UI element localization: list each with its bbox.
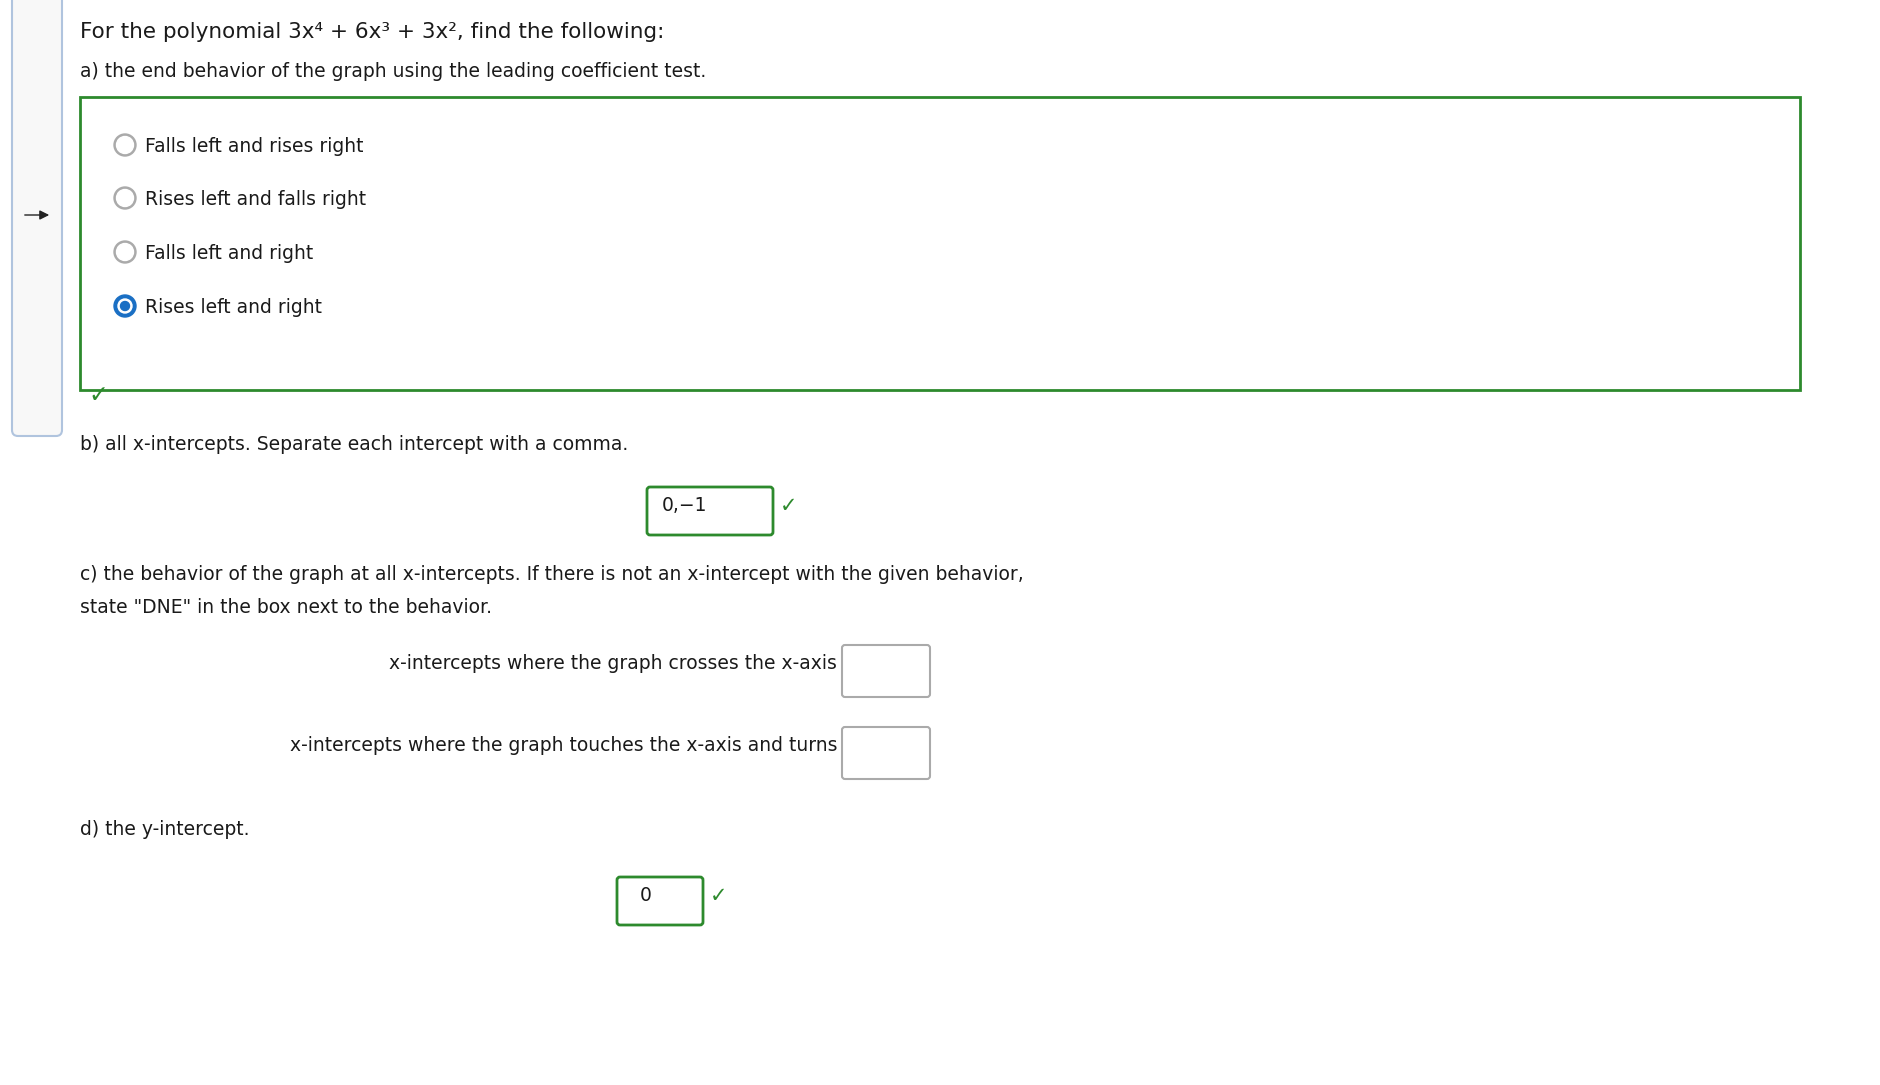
FancyBboxPatch shape xyxy=(842,727,929,779)
Text: For the polynomial 3x⁴ + 6x³ + 3x², find the following:: For the polynomial 3x⁴ + 6x³ + 3x², find… xyxy=(81,22,664,42)
Circle shape xyxy=(115,241,135,263)
Text: Rises left and right: Rises left and right xyxy=(145,298,321,317)
Text: x-intercepts where the graph crosses the x-axis: x-intercepts where the graph crosses the… xyxy=(389,654,837,673)
Circle shape xyxy=(115,135,135,156)
Text: b) all x-intercepts. Separate each intercept with a comma.: b) all x-intercepts. Separate each inter… xyxy=(81,435,628,454)
Text: Falls left and rises right: Falls left and rises right xyxy=(145,137,363,156)
Circle shape xyxy=(117,137,133,153)
Text: Rises left and falls right: Rises left and falls right xyxy=(145,190,367,209)
FancyBboxPatch shape xyxy=(81,97,1799,390)
Text: 0: 0 xyxy=(639,886,652,905)
FancyBboxPatch shape xyxy=(647,487,773,535)
FancyBboxPatch shape xyxy=(842,644,929,697)
Text: Falls left and right: Falls left and right xyxy=(145,244,314,263)
Circle shape xyxy=(115,187,135,209)
Circle shape xyxy=(117,243,133,260)
FancyBboxPatch shape xyxy=(11,0,62,436)
Circle shape xyxy=(117,190,133,206)
Text: d) the y-intercept.: d) the y-intercept. xyxy=(81,820,250,839)
Text: ✓: ✓ xyxy=(780,496,797,516)
Circle shape xyxy=(120,302,130,310)
Text: 0,−1: 0,−1 xyxy=(662,496,707,515)
Text: ✓: ✓ xyxy=(709,886,728,906)
Text: c) the behavior of the graph at all x-intercepts. If there is not an x-intercept: c) the behavior of the graph at all x-in… xyxy=(81,565,1023,584)
FancyBboxPatch shape xyxy=(617,877,703,926)
Text: x-intercepts where the graph touches the x-axis and turns: x-intercepts where the graph touches the… xyxy=(290,736,837,755)
Text: a) the end behavior of the graph using the leading coefficient test.: a) the end behavior of the graph using t… xyxy=(81,62,705,81)
Circle shape xyxy=(115,295,135,317)
Circle shape xyxy=(118,299,132,312)
Text: state "DNE" in the box next to the behavior.: state "DNE" in the box next to the behav… xyxy=(81,598,493,617)
Text: ✓: ✓ xyxy=(88,383,107,407)
